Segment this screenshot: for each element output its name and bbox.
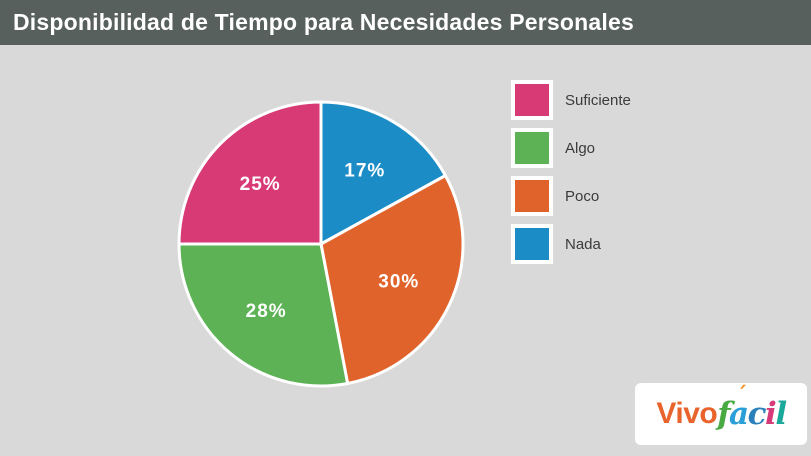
pie-slice-value-nada: 17% <box>344 161 385 182</box>
legend-item-suficiente: Suficiente <box>511 80 631 120</box>
vivofacil-logo: Vivo f a ´ c i l <box>635 383 807 445</box>
legend: Suficiente Algo Poco Nada <box>511 80 631 272</box>
legend-label-suficiente: Suficiente <box>565 91 631 109</box>
logo-letter: c <box>747 396 767 432</box>
logo-letter: l <box>775 396 787 432</box>
legend-swatch-algo <box>511 128 553 168</box>
legend-swatch-nada <box>511 224 553 264</box>
logo-letter: a ´ <box>729 383 749 432</box>
legend-swatch-suficiente <box>511 80 553 120</box>
pie-slice-nada <box>319 100 447 246</box>
legend-item-algo: Algo <box>511 128 631 168</box>
logo-letter: i <box>765 396 777 432</box>
pie-chart: 17% 30% 28% 25% <box>177 100 465 388</box>
legend-label-algo: Algo <box>565 139 596 157</box>
logo-letter: f <box>717 396 730 432</box>
pie-slice-suficiente <box>177 100 323 246</box>
logo-text-facil: f a ´ c i l <box>717 383 787 432</box>
title-bar: Disponibilidad de Tiempo para Necesidade… <box>0 0 811 45</box>
legend-swatch-poco <box>511 176 553 216</box>
legend-item-nada: Nada <box>511 224 631 264</box>
pie-slice-poco <box>319 174 465 385</box>
logo-letter-accent: ´ <box>736 383 747 409</box>
pie-slice-value-poco: 30% <box>378 271 419 292</box>
legend-label-nada: Nada <box>565 235 601 253</box>
legend-label-poco: Poco <box>565 187 600 205</box>
pie-slice-algo <box>177 242 350 388</box>
pie-slice-value-algo: 28% <box>246 301 287 322</box>
page-title: Disponibilidad de Tiempo para Necesidade… <box>13 9 634 35</box>
pie-slice-value-suficiente: 25% <box>240 174 281 195</box>
legend-item-poco: Poco <box>511 176 631 216</box>
logo-text-vivo: Vivo <box>656 397 718 430</box>
